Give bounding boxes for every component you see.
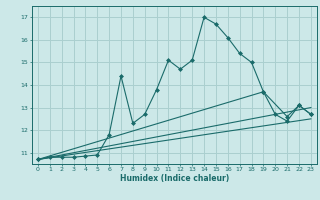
X-axis label: Humidex (Indice chaleur): Humidex (Indice chaleur) xyxy=(120,174,229,183)
